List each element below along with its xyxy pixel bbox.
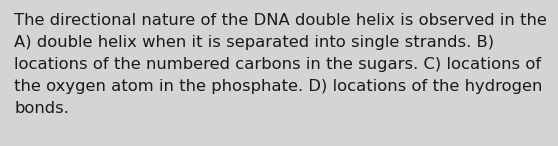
Text: locations of the numbered carbons in the sugars. C) locations of: locations of the numbered carbons in the…	[14, 57, 541, 72]
Text: bonds.: bonds.	[14, 101, 69, 116]
Text: the oxygen atom in the phosphate. D) locations of the hydrogen: the oxygen atom in the phosphate. D) loc…	[14, 79, 542, 94]
Text: The directional nature of the DNA double helix is observed in the: The directional nature of the DNA double…	[14, 13, 547, 28]
Text: A) double helix when it is separated into single strands. B): A) double helix when it is separated int…	[14, 35, 494, 50]
